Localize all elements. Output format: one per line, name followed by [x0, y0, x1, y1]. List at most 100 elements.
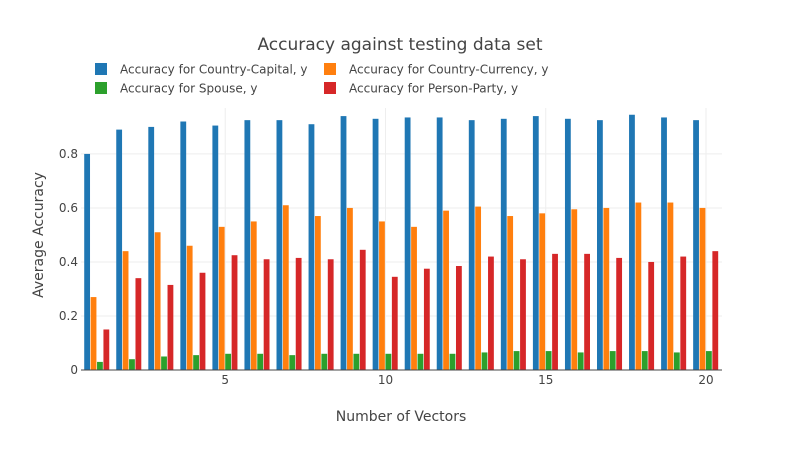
x-tick-label: 20 — [698, 373, 713, 387]
bar-spouse[interactable] — [321, 353, 328, 370]
bar-country-capital[interactable] — [468, 120, 475, 371]
bar-country-capital[interactable] — [532, 116, 539, 370]
bar-spouse[interactable] — [161, 356, 167, 370]
x-axis-ticks: 5 10 15 20 — [221, 373, 713, 387]
bar-country-capital[interactable] — [404, 117, 411, 370]
bar-country-capital[interactable] — [661, 117, 667, 370]
bar-country-currency[interactable] — [507, 216, 514, 370]
legend-item-country-capital[interactable]: Accuracy for Country-Capital, y — [95, 63, 308, 77]
bar-country-currency[interactable] — [186, 245, 193, 370]
bar-person-party[interactable] — [391, 276, 398, 370]
bar-person-party[interactable] — [680, 256, 687, 370]
bar-country-currency[interactable] — [122, 251, 129, 370]
bar-spouse[interactable] — [545, 351, 552, 370]
bar-spouse[interactable] — [641, 351, 648, 370]
legend-label: Accuracy for Spouse, y — [120, 82, 257, 96]
bar-country-capital[interactable] — [500, 118, 507, 370]
bar-spouse[interactable] — [129, 359, 135, 370]
legend-label: Accuracy for Country-Capital, y — [120, 63, 308, 77]
bar-country-currency[interactable] — [443, 210, 449, 370]
bar-person-party[interactable] — [520, 259, 526, 370]
x-tick-label: 5 — [221, 373, 229, 387]
bar-country-currency[interactable] — [571, 209, 578, 370]
legend[interactable]: Accuracy for Country-Capital, y Accuracy… — [95, 63, 549, 96]
y-tick-label: 0.8 — [59, 147, 78, 161]
bar-person-party[interactable] — [327, 259, 334, 370]
bar-person-party[interactable] — [712, 251, 719, 370]
bar-country-currency[interactable] — [411, 226, 417, 370]
bar-country-capital[interactable] — [597, 120, 603, 371]
bar-spouse[interactable] — [513, 351, 520, 370]
y-tick-label: 0 — [70, 363, 78, 377]
bar-spouse[interactable] — [417, 353, 424, 370]
bar-country-currency[interactable] — [539, 213, 546, 370]
y-axis-title: Average Accuracy — [31, 172, 47, 298]
bar-country-currency[interactable] — [347, 207, 353, 370]
bar-spouse[interactable] — [449, 353, 456, 370]
bar-spouse[interactable] — [705, 351, 712, 370]
bar-country-currency[interactable] — [699, 207, 706, 370]
bar-country-currency[interactable] — [314, 216, 321, 370]
bar-spouse[interactable] — [609, 351, 616, 370]
bar-spouse[interactable] — [577, 352, 584, 370]
legend-item-spouse[interactable]: Accuracy for Spouse, y — [95, 82, 257, 96]
bar-country-capital[interactable] — [116, 129, 123, 370]
y-tick-label: 0.6 — [59, 201, 78, 215]
bar-country-currency[interactable] — [603, 207, 610, 370]
legend-item-country-currency[interactable]: Accuracy for Country-Currency, y — [324, 63, 549, 77]
bar-country-capital[interactable] — [693, 120, 699, 371]
y-tick-label: 0.4 — [59, 255, 78, 269]
bar-person-party[interactable] — [199, 272, 206, 370]
bar-person-party[interactable] — [423, 268, 430, 370]
bar-country-currency[interactable] — [90, 297, 97, 370]
bar-person-party[interactable] — [263, 259, 270, 370]
bar-person-party[interactable] — [359, 249, 366, 370]
bar-person-party[interactable] — [135, 278, 142, 370]
bar-person-party[interactable] — [167, 284, 174, 370]
bar-country-currency[interactable] — [250, 221, 257, 370]
bar-spouse[interactable] — [289, 355, 296, 370]
bar-country-capital[interactable] — [564, 118, 571, 370]
bar-country-capital[interactable] — [436, 117, 443, 370]
bar-spouse[interactable] — [225, 353, 232, 370]
bar-country-capital[interactable] — [244, 120, 251, 371]
bar-person-party[interactable] — [552, 253, 558, 370]
legend-item-person-party[interactable]: Accuracy for Person-Party, y — [324, 82, 518, 96]
bar-country-capital[interactable] — [340, 116, 347, 370]
bar-spouse[interactable] — [257, 353, 264, 370]
bar-person-party[interactable] — [103, 329, 110, 370]
bar-country-currency[interactable] — [379, 221, 385, 370]
bar-country-currency[interactable] — [218, 226, 225, 370]
bar-person-party[interactable] — [231, 255, 238, 370]
bar-country-capital[interactable] — [629, 114, 635, 370]
bar-person-party[interactable] — [584, 253, 590, 370]
bar-spouse[interactable] — [481, 352, 488, 370]
bar-spouse[interactable] — [673, 352, 680, 370]
bar-spouse[interactable] — [385, 353, 392, 370]
bar-country-currency[interactable] — [667, 202, 674, 370]
bar-country-currency[interactable] — [154, 232, 161, 370]
bar-person-party[interactable] — [295, 257, 302, 370]
bar-country-capital[interactable] — [308, 124, 315, 371]
bar-person-party[interactable] — [455, 266, 462, 370]
x-tick-label: 10 — [378, 373, 393, 387]
bar-spouse[interactable] — [193, 355, 199, 370]
bar-spouse[interactable] — [353, 353, 360, 370]
bar-country-capital[interactable] — [180, 121, 187, 370]
bar-person-party[interactable] — [616, 257, 623, 370]
bar-country-currency[interactable] — [282, 205, 289, 370]
bar-country-capital[interactable] — [84, 153, 91, 370]
bar-country-currency[interactable] — [475, 206, 482, 370]
bar-country-capital[interactable] — [372, 118, 379, 370]
bar-person-party[interactable] — [648, 261, 655, 370]
bar-country-capital[interactable] — [212, 125, 219, 370]
bar-country-capital[interactable] — [148, 126, 155, 370]
legend-swatch — [95, 82, 107, 94]
bar-spouse[interactable] — [97, 361, 103, 370]
bar-country-currency[interactable] — [635, 202, 642, 370]
bar-country-capital[interactable] — [276, 120, 283, 371]
bar-person-party[interactable] — [488, 256, 494, 370]
x-tick-label: 15 — [538, 373, 553, 387]
